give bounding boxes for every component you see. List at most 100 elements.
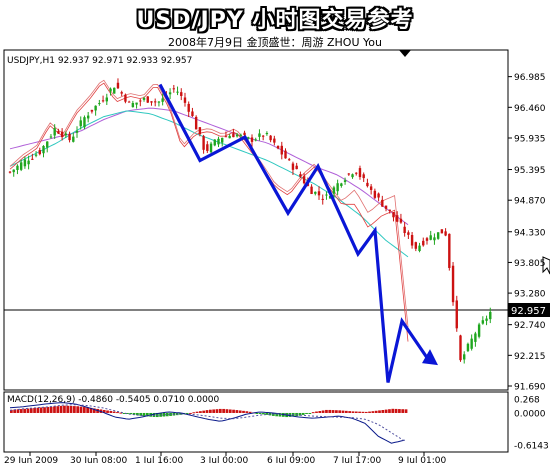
- candle-body: [209, 143, 213, 153]
- candle-body: [422, 240, 425, 246]
- macd-histogram-bar: [19, 409, 23, 413]
- candle-body: [23, 159, 27, 167]
- macd-histogram-bar: [126, 412, 129, 414]
- candle-body: [448, 233, 451, 268]
- macd-histogram-bar: [391, 408, 395, 413]
- trend-zigzag-line: [158, 83, 430, 383]
- candle-body: [369, 186, 373, 190]
- candle-body: [206, 144, 209, 151]
- macd-histogram-bar: [305, 412, 308, 414]
- macd-histogram-bar: [235, 410, 239, 413]
- macd-histogram-bar: [325, 409, 328, 413]
- macd-histogram-bar: [228, 409, 232, 413]
- candle-body: [280, 145, 283, 155]
- macd-histogram-bar: [401, 409, 405, 413]
- candle-body: [12, 169, 15, 173]
- candle-body: [418, 245, 421, 252]
- candle-body: [194, 116, 198, 130]
- candle-body: [68, 134, 71, 141]
- macd-histogram-bar: [43, 407, 46, 413]
- symbol-info: USDJPY,H1 92.937 92.971 92.933 92.957: [7, 56, 193, 66]
- candle-body: [19, 162, 23, 170]
- candle-body: [168, 92, 172, 95]
- candle-body: [46, 141, 49, 148]
- macd-histogram-bar: [245, 411, 249, 413]
- candle-body: [436, 232, 440, 239]
- candle-body: [410, 235, 414, 246]
- macd-histogram-bar: [288, 412, 292, 417]
- candle-body: [198, 127, 202, 135]
- candle-body: [34, 154, 38, 156]
- macd-histogram-bar: [209, 409, 212, 413]
- y-tick-label: 91.690: [514, 383, 546, 393]
- macd-histogram-bar: [205, 410, 209, 413]
- candle-body: [157, 101, 161, 103]
- candle-body: [466, 343, 470, 352]
- macd-histogram-bar: [185, 412, 189, 414]
- candle-body: [328, 195, 332, 199]
- macd-histogram-bar: [242, 410, 245, 413]
- candle-body: [83, 117, 86, 128]
- macd-histogram-bar: [218, 408, 222, 413]
- candle-body: [142, 98, 146, 100]
- candle-body: [120, 92, 123, 94]
- macd-histogram-bar: [394, 408, 398, 413]
- macd-histogram-bar: [116, 412, 119, 414]
- macd-histogram-bar: [165, 412, 169, 417]
- candle-body: [288, 159, 291, 161]
- candle-body: [284, 150, 287, 159]
- macd-histogram-bar: [86, 407, 89, 413]
- macd-histogram-bar: [122, 412, 126, 414]
- macd-histogram-bar: [132, 412, 136, 415]
- candle-body: [399, 218, 403, 223]
- candle-body: [79, 120, 82, 127]
- chart-title: USD/JPY 小时图交易参考: [136, 8, 414, 33]
- candle-body: [463, 354, 466, 360]
- macd-histogram-bar: [82, 407, 86, 413]
- candle-body: [336, 183, 339, 192]
- candle-body: [232, 133, 235, 138]
- macd-histogram-bar: [10, 409, 13, 413]
- candle-body: [332, 187, 336, 194]
- macd-histogram-bar: [49, 406, 53, 413]
- macd-histogram-bar: [381, 409, 385, 413]
- candle-body: [489, 311, 492, 320]
- candle-body: [221, 137, 224, 143]
- macd-histogram-bar: [26, 408, 30, 413]
- macd-y-tick-label: 0.268: [514, 396, 540, 406]
- candle-body: [477, 324, 481, 337]
- candle-body: [109, 88, 112, 92]
- candle-body: [258, 133, 261, 137]
- candle-body: [444, 231, 447, 236]
- candle-body: [269, 135, 272, 141]
- candle-body: [90, 109, 94, 112]
- candle-body: [239, 134, 243, 136]
- candle-body: [254, 139, 257, 141]
- macd-histogram-bar: [354, 411, 358, 413]
- candle-body: [485, 318, 488, 321]
- candle-body: [124, 94, 127, 102]
- macd-histogram-bar: [195, 411, 199, 413]
- macd-histogram-bar: [344, 410, 348, 413]
- candle-body: [299, 174, 302, 177]
- candle-body: [135, 102, 138, 105]
- macd-histogram-bar: [29, 408, 33, 413]
- candle-body: [217, 138, 220, 145]
- macd-histogram-bar: [341, 410, 345, 413]
- y-tick-label: 92.740: [514, 321, 546, 331]
- current-price-box: [508, 303, 550, 317]
- macd-histogram-bar: [56, 406, 60, 413]
- candle-body: [295, 165, 298, 170]
- macd-histogram-bar: [358, 411, 361, 413]
- macd-histogram-bar: [79, 406, 83, 413]
- macd-histogram-bar: [318, 411, 322, 413]
- macd-histogram-bar: [136, 412, 139, 416]
- candle-body: [250, 137, 254, 142]
- candle-body: [213, 139, 216, 146]
- candle-body: [310, 186, 313, 195]
- candle-body: [455, 300, 458, 329]
- candle-body: [388, 209, 391, 211]
- macd-histogram-bar: [199, 411, 202, 413]
